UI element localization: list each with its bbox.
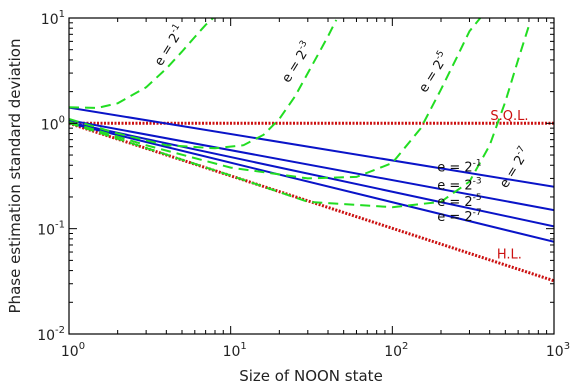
y-axis-title: Phase estimation standard deviation: [6, 39, 24, 314]
series-line-blue-2: [69, 106, 554, 188]
annotation-g3: e = 2-3: [278, 39, 316, 86]
x-axis-title: Size of NOON state: [239, 367, 383, 385]
series-line-blue-4: [69, 121, 554, 228]
series-line-blue-3: [69, 119, 554, 212]
annotation-g1: e = 2-1: [150, 22, 188, 69]
annotation-b3: e = 2-3: [437, 177, 481, 194]
annotation-g7: e = 2-7: [495, 144, 533, 191]
x-tick-label: 102: [384, 341, 408, 360]
annotation-b7: e = 2-7: [437, 208, 481, 225]
y-tick-label: 101: [41, 9, 65, 28]
x-tick-label: 103: [546, 341, 570, 360]
y-tick-label: 10-1: [37, 220, 65, 239]
annotation-b5: e = 2-5: [437, 193, 481, 210]
annotation-hl: H.L.: [497, 248, 522, 263]
plot-frame: [68, 17, 555, 335]
x-tick-label: 100: [61, 341, 85, 360]
series-line-green-9: [69, 25, 530, 209]
series-line-blue-5: [69, 122, 554, 243]
series-line-green-7: [69, 19, 338, 150]
annotation-g5: e = 2-5: [415, 49, 453, 96]
x-tick-label: 101: [223, 341, 247, 360]
y-tick-label: 10-2: [37, 325, 65, 344]
series-line-green-6: [69, 18, 214, 109]
series-line-green-8: [69, 18, 482, 180]
annotation-sql: S.Q.L.: [490, 109, 528, 124]
annotation-b1: e = 2-1: [437, 158, 481, 175]
y-tick-label: 100: [41, 114, 65, 133]
